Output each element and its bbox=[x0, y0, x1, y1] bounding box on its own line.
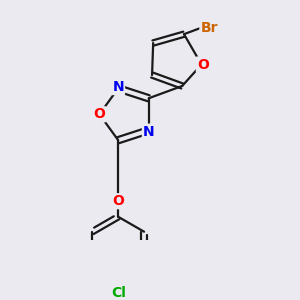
Text: O: O bbox=[94, 107, 105, 121]
Text: O: O bbox=[197, 58, 209, 71]
Text: N: N bbox=[143, 124, 154, 139]
Text: Br: Br bbox=[200, 21, 218, 35]
Text: Cl: Cl bbox=[111, 286, 126, 300]
Text: N: N bbox=[112, 80, 124, 94]
Text: O: O bbox=[112, 194, 124, 208]
